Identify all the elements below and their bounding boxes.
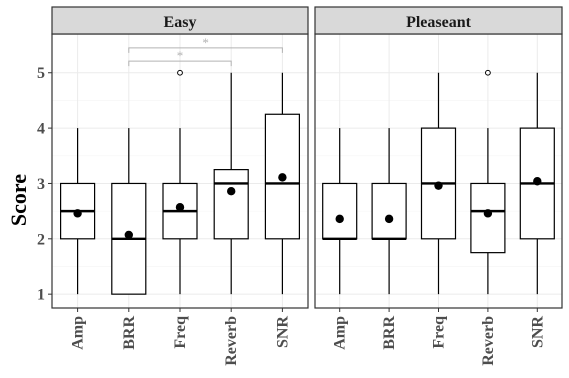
mean-point	[227, 187, 236, 196]
significance-line	[128, 47, 283, 53]
facets: * * Easy Amp BRR Freq Reverb SNR Pleaseant Amp BRR…	[37, 6, 563, 366]
y-axis-title: Score	[6, 174, 31, 226]
mean-point	[124, 230, 133, 240]
strip-background	[314, 6, 563, 35]
facet-easy: * * Easy Amp BRR Freq Reverb SNR	[51, 6, 309, 366]
y-tick-label: 3	[37, 176, 45, 193]
facet-pleaseant: Pleaseant Amp BRR Freq Reverb SNR	[314, 6, 563, 366]
mean-point	[73, 209, 82, 218]
x-tick-label: Freq	[172, 316, 189, 349]
outlier-point	[485, 69, 491, 76]
strip-background	[51, 6, 309, 35]
significance-bracket: *	[128, 48, 232, 67]
y-axis: 1 2 3 4 5	[37, 65, 52, 304]
box-reverb	[213, 72, 249, 295]
box-reverb	[470, 69, 506, 295]
y-axis-title-group: Score	[6, 174, 31, 226]
box-body	[371, 182, 407, 240]
mean-point	[434, 181, 443, 190]
box-freq	[162, 69, 198, 295]
box-amp	[322, 128, 358, 295]
box-brr	[111, 128, 147, 295]
significance-label: *	[177, 48, 184, 63]
mean-point	[533, 177, 542, 186]
mean-point	[278, 173, 287, 182]
x-tick-label: Freq	[431, 316, 448, 349]
box-body	[322, 182, 358, 240]
x-tick-label: Amp	[70, 316, 87, 350]
y-tick-label: 1	[37, 287, 45, 304]
x-tick-label: SNR	[529, 316, 546, 348]
significance-line	[128, 60, 232, 67]
mean-point	[175, 203, 185, 212]
x-tick-label: SNR	[274, 316, 291, 348]
y-tick-label: 5	[37, 65, 45, 82]
box-brr	[371, 128, 407, 295]
x-tick-label: BRR	[121, 316, 138, 350]
y-tick-label: 4	[37, 121, 45, 138]
box-freq	[420, 72, 457, 295]
x-tick-label: Reverb	[223, 316, 240, 366]
box-body	[470, 182, 506, 254]
box-amp	[59, 128, 96, 295]
mean-point	[384, 214, 394, 224]
box-snr	[264, 72, 300, 295]
significance-label: *	[202, 35, 209, 50]
box-snr	[519, 72, 555, 295]
mean-point	[335, 214, 344, 224]
x-tick-label: BRR	[381, 316, 398, 350]
outlier-point	[177, 69, 183, 76]
strip-label: Easy	[164, 14, 197, 31]
x-tick-label: Amp	[332, 316, 349, 350]
x-tick-label: Reverb	[480, 316, 497, 366]
significance-bracket: *	[128, 35, 283, 53]
mean-point	[483, 209, 493, 218]
strip-label: Pleaseant	[406, 14, 472, 31]
box-body	[213, 169, 249, 240]
y-tick-label: 2	[37, 231, 45, 248]
